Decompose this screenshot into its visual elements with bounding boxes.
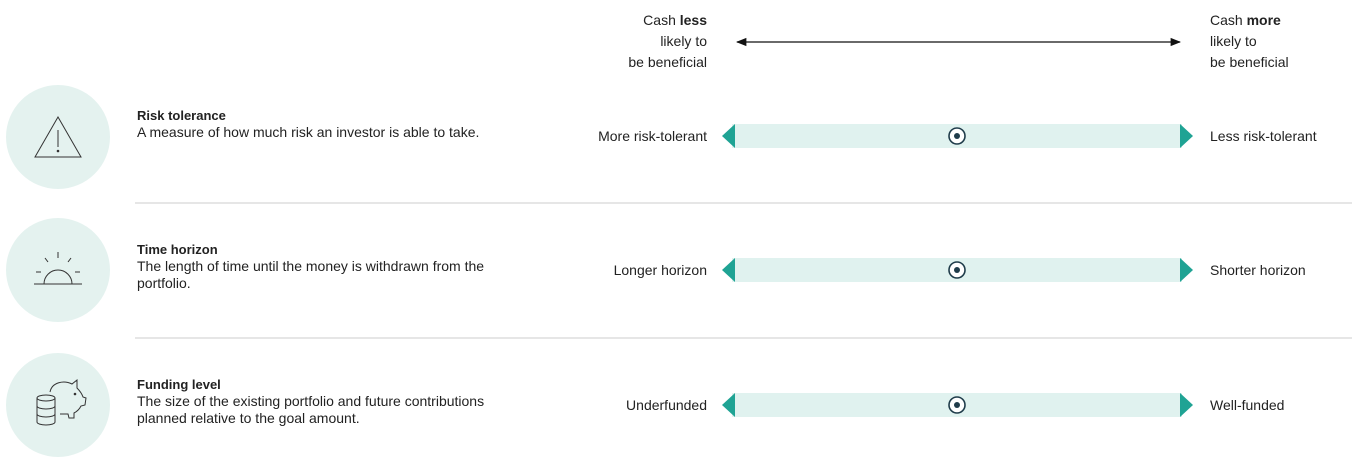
savings-icon	[36, 378, 87, 426]
left-triangle	[722, 393, 735, 417]
row-description: A measure of how much risk an investor i…	[137, 124, 480, 140]
row-title: Risk tolerance	[137, 108, 226, 123]
right-triangle	[1180, 393, 1193, 417]
position-dot	[954, 267, 960, 273]
position-dot	[954, 133, 960, 139]
header-text: be beneficial	[628, 54, 707, 70]
left-triangle	[722, 258, 735, 282]
sun-icon	[34, 252, 82, 285]
icon-bg	[6, 353, 110, 457]
right-label: Shorter horizon	[1210, 262, 1306, 278]
header-text: Cash	[1210, 12, 1243, 28]
header-text: Cash	[643, 12, 676, 28]
header-text: likely to	[660, 33, 707, 49]
right-label: Well-funded	[1210, 397, 1285, 413]
left-triangle	[722, 124, 735, 148]
right-label: Less risk-tolerant	[1210, 128, 1317, 144]
row-title: Time horizon	[137, 242, 218, 257]
row-description: The length of time until the money is wi…	[137, 258, 485, 291]
position-dot	[954, 402, 960, 408]
header-emphasis: more	[1246, 12, 1281, 28]
header-emphasis: less	[679, 12, 707, 28]
header-text: likely to	[1210, 33, 1257, 49]
row-description: The size of the existing portfolio and f…	[137, 393, 485, 426]
header-text: be beneficial	[1210, 54, 1289, 70]
left-label: Longer horizon	[613, 262, 707, 278]
left-label: More risk-tolerant	[598, 128, 707, 144]
right-triangle	[1180, 124, 1193, 148]
row-title: Funding level	[137, 377, 221, 392]
header-left: Cash less likely to be beneficial	[628, 10, 707, 73]
warning-icon	[34, 115, 82, 158]
header-right: Cash more likely to be beneficial	[1210, 10, 1289, 73]
right-triangle	[1180, 258, 1193, 282]
left-label: Underfunded	[626, 397, 707, 413]
